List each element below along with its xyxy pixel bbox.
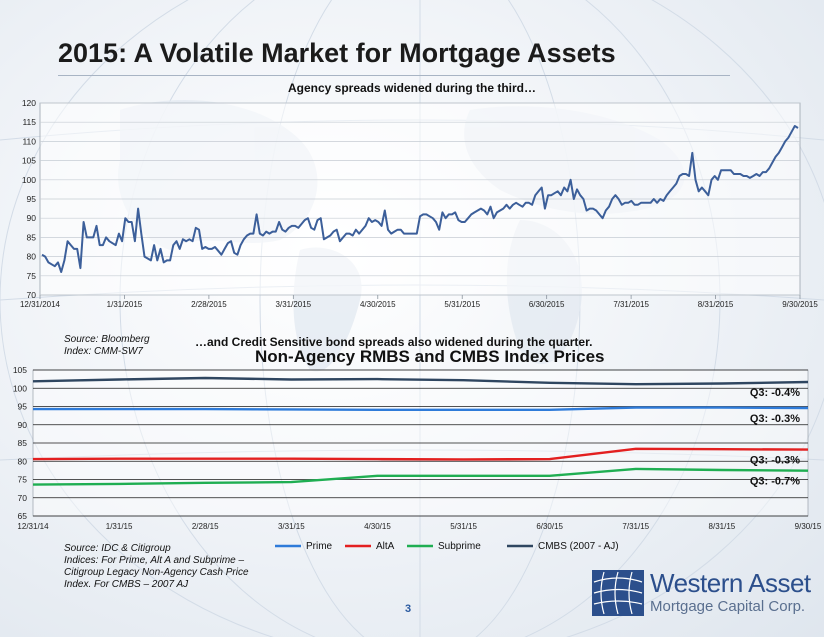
y-tick-label: 85 <box>18 438 28 448</box>
top-source-line1: Source: Bloomberg <box>64 334 150 345</box>
x-tick-label: 3/31/15 <box>278 522 305 531</box>
q3-change-label: Q3: -0.3% <box>750 455 800 467</box>
q3-change-label: Q3: -0.7% <box>750 476 800 488</box>
series-line-cmbs-2007-aj- <box>32 376 809 386</box>
y-tick-label: 90 <box>18 420 28 430</box>
legend-label: CMBS (2007 - AJ) <box>538 541 619 552</box>
x-tick-label: 1/31/15 <box>106 522 133 531</box>
bottom-source-line1: Source: IDC & Citigroup <box>64 543 171 554</box>
y-tick-label: 110 <box>22 136 36 146</box>
logo-name: Western Asset <box>650 568 811 598</box>
y-tick-label: 95 <box>18 402 28 412</box>
top-source-line2: Index: CMM-SW7 <box>64 346 143 357</box>
title-divider <box>58 75 730 76</box>
legend-label: Prime <box>306 541 333 552</box>
y-tick-label: 75 <box>27 271 37 281</box>
globe-grid-icon <box>592 570 644 616</box>
x-tick-label: 7/31/15 <box>622 522 649 531</box>
x-tick-label: 1/31/2015 <box>107 300 143 309</box>
bottom-chart-subtitle: …and Credit Sensitive bond spreads also … <box>195 335 593 349</box>
q3-change-label: Q3: -0.4% <box>750 387 800 399</box>
x-tick-label: 8/31/15 <box>709 522 736 531</box>
y-tick-label: 90 <box>27 213 37 223</box>
page-number: 3 <box>405 603 412 615</box>
company-logo: Western Asset Mortgage Capital Corp. <box>592 568 811 618</box>
y-tick-label: 75 <box>18 475 28 485</box>
y-tick-label: 80 <box>18 456 28 466</box>
x-tick-label: 12/31/14 <box>17 522 49 531</box>
x-tick-label: 2/28/15 <box>192 522 219 531</box>
x-tick-label: 4/30/2015 <box>360 300 396 309</box>
y-tick-label: 80 <box>27 252 37 262</box>
top-chart-subtitle: Agency spreads widened during the third… <box>287 81 537 95</box>
y-tick-label: 70 <box>27 290 37 300</box>
bottom-source-line2: Indices: For Prime, Alt A and Subprime – <box>64 555 245 566</box>
page-title: 2015: A Volatile Market for Mortgage Ass… <box>58 38 616 68</box>
y-tick-label: 100 <box>13 383 27 393</box>
y-tick-label: 65 <box>18 511 28 521</box>
bottom-source-line3: Citigroup Legacy Non-Agency Cash Price <box>64 567 249 578</box>
y-tick-label: 105 <box>13 365 27 375</box>
y-tick-label: 85 <box>27 232 37 242</box>
series-line-agency-spread <box>41 125 799 273</box>
agency-spread-chart: 70 75 80 85 90 95 100 105 110 115 120 12/31/2014 1/3… <box>20 98 818 309</box>
y-tick-label: 95 <box>27 194 37 204</box>
x-tick-label: 5/31/15 <box>450 522 477 531</box>
x-tick-label: 9/30/15 <box>795 522 822 531</box>
bottom-source-line4: Index. For CMBS – 2007 AJ <box>64 579 189 590</box>
series-line-subprime <box>32 467 809 486</box>
non-agency-price-chart: 65 70 75 80 85 90 95 100 105 12/31/14 1/31/15 2/28/… <box>13 365 822 552</box>
y-tick-label: 105 <box>22 156 36 166</box>
y-tick-label: 115 <box>22 117 36 127</box>
series-line-prime <box>33 406 809 411</box>
x-tick-label: 12/31/2014 <box>20 300 61 309</box>
y-tick-label: 70 <box>18 493 28 503</box>
x-tick-label: 6/30/15 <box>536 522 563 531</box>
y-tick-label: 100 <box>22 175 36 185</box>
x-tick-label: 5/31/2015 <box>444 300 480 309</box>
x-tick-label: 2/28/2015 <box>191 300 227 309</box>
x-tick-label: 6/30/2015 <box>529 300 565 309</box>
legend-label: Subprime <box>438 541 481 552</box>
q3-change-label: Q3: -0.3% <box>750 413 800 425</box>
x-tick-label: 8/31/2015 <box>698 300 734 309</box>
series-line-alta <box>32 447 809 461</box>
x-tick-label: 7/31/2015 <box>613 300 649 309</box>
x-tick-label: 3/31/2015 <box>276 300 312 309</box>
legend-label: AltA <box>376 541 395 552</box>
x-tick-label: 9/30/2015 <box>782 300 818 309</box>
y-tick-label: 120 <box>22 98 36 108</box>
logo-subtitle: Mortgage Capital Corp. <box>650 598 806 615</box>
x-tick-label: 4/30/15 <box>364 522 391 531</box>
bottom-chart-title: Non-Agency RMBS and CMBS Index Prices <box>255 347 605 366</box>
